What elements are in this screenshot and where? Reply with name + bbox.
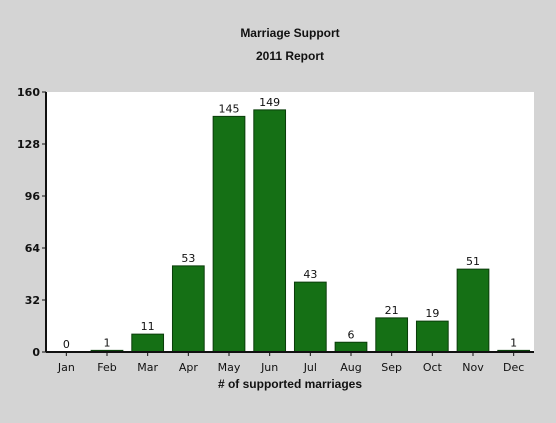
x-tick-label-feb: Feb [97, 361, 116, 374]
data-label-nov: 51 [466, 255, 480, 268]
x-tick-label-nov: Nov [462, 361, 484, 374]
y-tick-label-0: 0 [32, 346, 40, 359]
bar-oct [415, 320, 449, 353]
x-tick-label-jul: Jul [303, 361, 317, 374]
data-label-sep: 21 [385, 304, 399, 317]
plot-area [46, 92, 534, 352]
data-label-jul: 43 [303, 268, 317, 281]
y-tick-label-128: 128 [17, 138, 40, 151]
bar-mar [131, 333, 165, 353]
data-label-jun: 149 [259, 96, 280, 109]
bar-nov [456, 268, 490, 353]
x-tick-label-may: May [218, 361, 241, 374]
bar-apr [171, 265, 205, 353]
y-tick-label-64: 64 [25, 242, 41, 255]
x-tick-label-mar: Mar [137, 361, 158, 374]
data-label-feb: 1 [104, 336, 111, 349]
x-axis-ticks: Jan Feb Mar Apr May Jun Jul Aug Sep Oct Nov Dec [57, 352, 524, 374]
y-tick-label-32: 32 [25, 294, 40, 307]
data-label-apr: 53 [181, 252, 195, 265]
data-label-oct: 19 [425, 307, 439, 320]
bar-jul [293, 281, 327, 353]
x-tick-label-jun: Jun [260, 361, 278, 374]
bar-aug [334, 341, 368, 353]
x-tick-label-dec: Dec [503, 361, 524, 374]
bar-sep [375, 317, 409, 353]
data-label-mar: 11 [141, 320, 155, 333]
data-label-jan: 0 [63, 338, 70, 351]
bar-may [212, 115, 246, 353]
x-tick-label-apr: Apr [179, 361, 199, 374]
data-label-dec: 1 [510, 336, 517, 349]
chart-title: Marriage Support [240, 26, 339, 40]
x-axis-label: # of supported marriages [218, 377, 362, 391]
bars-layer [90, 109, 531, 353]
y-tick-label-160: 160 [17, 86, 40, 99]
x-tick-label-sep: Sep [381, 361, 402, 374]
x-tick-label-aug: Aug [340, 361, 361, 374]
y-tick-label-96: 96 [25, 190, 41, 203]
x-tick-label-oct: Oct [423, 361, 443, 374]
chart-subtitle: 2011 Report [256, 49, 324, 63]
data-label-may: 145 [219, 102, 240, 115]
x-tick-label-jan: Jan [57, 361, 75, 374]
data-label-aug: 6 [348, 328, 355, 341]
y-axis-ticks: 0 32 64 96 128 160 [17, 86, 46, 359]
bar-jun [253, 109, 287, 353]
